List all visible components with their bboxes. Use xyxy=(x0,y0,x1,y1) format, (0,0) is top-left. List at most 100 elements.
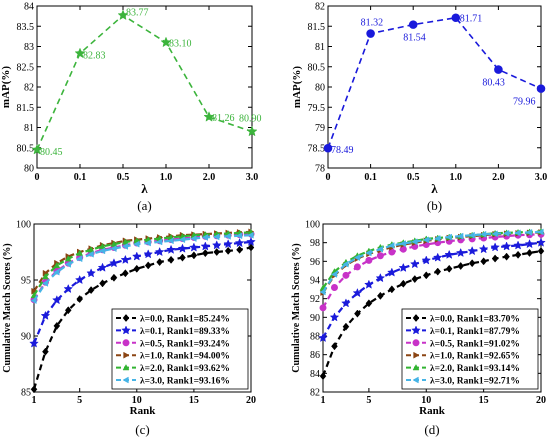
data-point xyxy=(503,252,510,261)
x-tick-label: 10 xyxy=(132,395,142,406)
data-point xyxy=(457,232,464,240)
series-line xyxy=(322,233,542,309)
x-tick-label: 20 xyxy=(536,395,546,406)
data-point xyxy=(236,232,243,240)
y-tick-label: 80.5 xyxy=(17,143,35,154)
data-point xyxy=(536,237,546,247)
legend-swatch-marker xyxy=(412,376,419,384)
y-tick-label: 83.5 xyxy=(17,22,35,33)
panel-caption: (d) xyxy=(424,422,439,437)
data-point xyxy=(190,235,197,242)
x-tick-label: 5 xyxy=(77,395,82,406)
x-tick-label: 2.0 xyxy=(203,172,216,183)
data-point xyxy=(53,261,61,269)
data-point xyxy=(224,232,231,240)
data-point xyxy=(87,286,95,295)
data-point xyxy=(53,321,61,330)
data-point xyxy=(110,240,118,247)
data-point xyxy=(445,233,452,241)
plot-frame xyxy=(36,5,253,169)
legend-swatch-marker xyxy=(121,325,131,335)
data-point xyxy=(388,285,396,294)
legend-entry: λ=1.0, Rank1=94.00% xyxy=(140,352,230,362)
data-point xyxy=(156,238,163,246)
data-point xyxy=(524,239,535,249)
x-tick-label: 3.0 xyxy=(246,172,259,183)
legend-entry: λ=0.1, Rank1=87.79% xyxy=(430,327,520,337)
data-point xyxy=(526,228,533,236)
legend-entry: λ=0.1, Rank1=89.33% xyxy=(140,327,230,337)
data-point xyxy=(190,251,198,260)
x-tick-label: 2.0 xyxy=(492,172,505,183)
legend-swatch-marker xyxy=(411,325,421,335)
data-point xyxy=(354,309,361,318)
data-point xyxy=(377,291,384,300)
data-point xyxy=(144,261,152,270)
data-point xyxy=(375,273,386,283)
data-point xyxy=(444,249,455,259)
series-line xyxy=(32,246,252,390)
data-point xyxy=(490,242,500,252)
series-1: 78.49 81.32 81.54 81.71 80.43 79.96 xyxy=(323,13,546,156)
data-label: 81.54 xyxy=(403,33,426,44)
data-point xyxy=(201,234,208,241)
legend-entry: λ=0.0, Rank1=85.24% xyxy=(140,315,230,325)
data-point xyxy=(491,254,499,263)
data-point xyxy=(366,29,375,38)
legend: λ=0.0, Rank1=85.24% λ=0.1, Rank1=89.33% λ=… xyxy=(111,308,249,390)
y-tick-label: 100 xyxy=(305,220,320,231)
legend-swatch-marker xyxy=(413,351,420,359)
chart-panel-2: 78 78.5 79 79.5 80 80.5 81 81.5 82 0 0.1 0.5 1.0 2.0 3… xyxy=(291,2,547,214)
data-point xyxy=(365,256,373,264)
data-point xyxy=(76,249,84,256)
legend-swatch-marker xyxy=(412,364,420,371)
data-point xyxy=(411,238,418,246)
data-label: 79.96 xyxy=(513,97,536,108)
data-point xyxy=(234,237,245,248)
x-axis-label: Rank xyxy=(130,405,157,417)
data-point xyxy=(352,288,363,298)
data-point xyxy=(526,248,533,257)
panel-caption: (c) xyxy=(135,422,149,437)
data-point xyxy=(76,295,84,304)
data-label: 83.77 xyxy=(126,7,149,18)
y-tick-label: 98 xyxy=(310,238,320,249)
data-label: 78.49 xyxy=(331,145,354,156)
series-3 xyxy=(319,230,545,312)
data-point xyxy=(422,271,430,280)
x-tick-label: 0.5 xyxy=(407,172,420,183)
y-tick-label: 82 xyxy=(310,388,320,399)
x-axis-label: λ xyxy=(431,181,438,196)
data-point xyxy=(110,273,118,282)
x-tick-label: 20 xyxy=(246,395,256,406)
series-4 xyxy=(31,228,255,295)
data-point xyxy=(494,65,503,74)
data-point xyxy=(87,250,94,258)
data-point xyxy=(445,264,453,273)
y-tick-label: 80 xyxy=(315,83,325,94)
data-point xyxy=(213,248,221,256)
data-point xyxy=(120,254,131,264)
y-tick-label: 82 xyxy=(315,2,325,13)
y-tick-label: 95 xyxy=(21,276,31,287)
legend-entry: λ=1.0, Rank1=92.65% xyxy=(430,352,520,362)
data-label: 82.83 xyxy=(83,50,106,61)
data-point xyxy=(52,295,62,305)
chart-panel-1: 80 80.5 81 81.5 82 82.5 83 83.5 84 0 0.1 0.5 1.0 2.0 3… xyxy=(0,2,262,214)
data-point xyxy=(160,36,172,48)
y-tick-label: 81 xyxy=(315,42,325,53)
data-point xyxy=(63,283,74,294)
data-point xyxy=(536,84,546,93)
data-point xyxy=(514,250,522,259)
y-tick-label: 80 xyxy=(24,164,34,175)
data-point xyxy=(468,231,475,239)
data-label: 81.26 xyxy=(212,113,235,124)
legend-box xyxy=(111,308,249,390)
y-tick-label: 94 xyxy=(310,276,320,287)
data-point xyxy=(432,252,443,262)
data-point xyxy=(74,47,86,59)
data-point xyxy=(211,240,222,250)
data-point xyxy=(365,249,372,257)
series-2 xyxy=(29,236,256,348)
